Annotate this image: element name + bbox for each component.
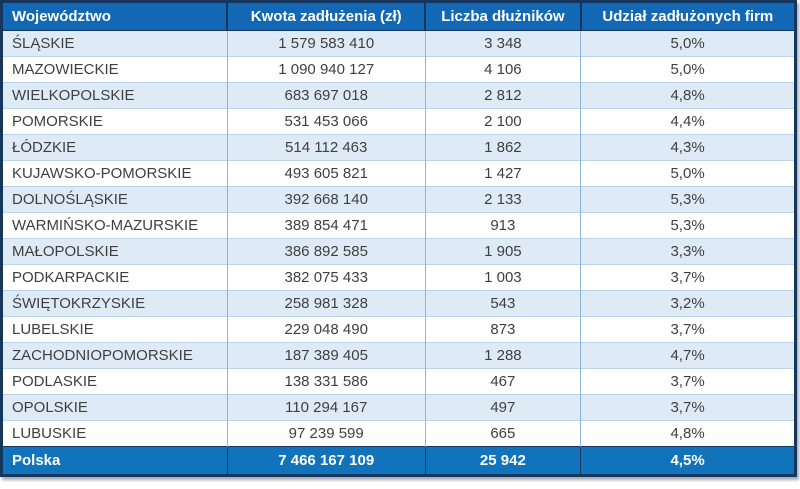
cell-udzial-zadluzonych: 5,0% — [580, 160, 796, 187]
cell-udzial-zadluzonych: 3,7% — [580, 394, 796, 421]
table-row: ŚLĄSKIE 1 579 583 410 3 348 5,0% — [1, 30, 796, 57]
cell-liczba-dluznikow: 1 427 — [424, 160, 581, 187]
table-row: DOLNOŚLĄSKIE 392 668 140 2 133 5,3% — [1, 186, 796, 213]
table-row: POMORSKIE 531 453 066 2 100 4,4% — [1, 108, 796, 135]
header-liczba-dluznikow: Liczba dłużników — [424, 1, 581, 31]
cell-udzial-zadluzonych: 4,3% — [580, 134, 796, 161]
cell-wojewodztwo: ŚWIĘTOKRZYSKIE — [1, 290, 228, 317]
cell-kwota-zadluzenia: 258 981 328 — [226, 290, 426, 317]
cell-udzial-zadluzonych: 5,0% — [580, 56, 796, 83]
cell-udzial-zadluzonych: 3,2% — [580, 290, 796, 317]
cell-udzial-zadluzonych: 3,3% — [580, 238, 796, 265]
cell-kwota-zadluzenia: 392 668 140 — [226, 186, 426, 213]
cell-wojewodztwo: ZACHODNIOPOMORSKIE — [1, 342, 228, 369]
table-row: MAŁOPOLSKIE 386 892 585 1 905 3,3% — [1, 238, 796, 265]
total-label: Polska — [1, 446, 228, 476]
header-udzial-zadluzonych-firm: Udział zadłużonych firm — [579, 1, 796, 31]
cell-kwota-zadluzenia: 229 048 490 — [226, 316, 426, 343]
cell-wojewodztwo: OPOLSKIE — [1, 394, 228, 421]
cell-liczba-dluznikow: 873 — [424, 316, 581, 343]
cell-wojewodztwo: ŁÓDZKIE — [1, 134, 228, 161]
table-row: ŁÓDZKIE 514 112 463 1 862 4,3% — [1, 134, 796, 161]
cell-kwota-zadluzenia: 382 075 433 — [226, 264, 426, 291]
cell-wojewodztwo: POMORSKIE — [1, 108, 228, 135]
cell-liczba-dluznikow: 467 — [424, 368, 581, 395]
table-row: ZACHODNIOPOMORSKIE 187 389 405 1 288 4,7% — [1, 342, 796, 369]
cell-kwota-zadluzenia: 1 579 583 410 — [226, 30, 426, 57]
cell-kwota-zadluzenia: 386 892 585 — [226, 238, 426, 265]
cell-liczba-dluznikow: 1 288 — [424, 342, 581, 369]
table-header: Województwo Kwota zadłużenia (zł) Liczba… — [1, 1, 796, 31]
cell-wojewodztwo: LUBELSKIE — [1, 316, 228, 343]
cell-udzial-zadluzonych: 5,3% — [580, 186, 796, 213]
cell-udzial-zadluzonych: 3,7% — [580, 264, 796, 291]
cell-udzial-zadluzonych: 3,7% — [580, 368, 796, 395]
table-row: PODKARPACKIE 382 075 433 1 003 3,7% — [1, 264, 796, 291]
total-kwota: 7 466 167 109 — [226, 446, 426, 476]
cell-kwota-zadluzenia: 97 239 599 — [226, 420, 426, 447]
table-row: LUBUSKIE 97 239 599 665 4,8% — [1, 420, 796, 447]
table-body: ŚLĄSKIE 1 579 583 410 3 348 5,0% MAZOWIECKIE… — [1, 30, 796, 447]
cell-liczba-dluznikow: 2 100 — [424, 108, 581, 135]
cell-liczba-dluznikow: 3 348 — [424, 30, 581, 57]
cell-udzial-zadluzonych: 3,7% — [580, 316, 796, 343]
cell-wojewodztwo: WIELKOPOLSKIE — [1, 82, 228, 109]
cell-liczba-dluznikow: 2 812 — [424, 82, 581, 109]
cell-udzial-zadluzonych: 4,8% — [580, 420, 796, 447]
header-kwota-zadluzenia: Kwota zadłużenia (zł) — [226, 1, 426, 31]
cell-wojewodztwo: LUBUSKIE — [1, 420, 228, 447]
cell-udzial-zadluzonych: 5,3% — [580, 212, 796, 239]
cell-kwota-zadluzenia: 514 112 463 — [226, 134, 426, 161]
cell-kwota-zadluzenia: 1 090 940 127 — [226, 56, 426, 83]
cell-wojewodztwo: WARMIŃSKO-MAZURSKIE — [1, 212, 228, 239]
cell-kwota-zadluzenia: 531 453 066 — [226, 108, 426, 135]
cell-liczba-dluznikow: 665 — [424, 420, 581, 447]
header-row: Województwo Kwota zadłużenia (zł) Liczba… — [1, 1, 796, 31]
cell-udzial-zadluzonych: 4,4% — [580, 108, 796, 135]
cell-wojewodztwo: DOLNOŚLĄSKIE — [1, 186, 228, 213]
table-row: LUBELSKIE 229 048 490 873 3,7% — [1, 316, 796, 343]
cell-liczba-dluznikow: 4 106 — [424, 56, 581, 83]
cell-kwota-zadluzenia: 389 854 471 — [226, 212, 426, 239]
cell-liczba-dluznikow: 1 862 — [424, 134, 581, 161]
cell-liczba-dluznikow: 2 133 — [424, 186, 581, 213]
table-row: OPOLSKIE 110 294 167 497 3,7% — [1, 394, 796, 421]
cell-liczba-dluznikow: 913 — [424, 212, 581, 239]
cell-wojewodztwo: ŚLĄSKIE — [1, 30, 228, 57]
cell-kwota-zadluzenia: 110 294 167 — [226, 394, 426, 421]
cell-liczba-dluznikow: 1 003 — [424, 264, 581, 291]
table-row: PODLASKIE 138 331 586 467 3,7% — [1, 368, 796, 395]
cell-kwota-zadluzenia: 138 331 586 — [226, 368, 426, 395]
table-row: WARMIŃSKO-MAZURSKIE 389 854 471 913 5,3% — [1, 212, 796, 239]
debt-table: Województwo Kwota zadłużenia (zł) Liczba… — [0, 0, 797, 477]
cell-wojewodztwo: KUJAWSKO-POMORSKIE — [1, 160, 228, 187]
total-liczba: 25 942 — [424, 446, 581, 476]
cell-kwota-zadluzenia: 493 605 821 — [226, 160, 426, 187]
table-row: WIELKOPOLSKIE 683 697 018 2 812 4,8% — [1, 82, 796, 109]
cell-wojewodztwo: PODKARPACKIE — [1, 264, 228, 291]
cell-wojewodztwo: MAŁOPOLSKIE — [1, 238, 228, 265]
cell-wojewodztwo: PODLASKIE — [1, 368, 228, 395]
header-wojewodztwo: Województwo — [1, 1, 228, 31]
cell-kwota-zadluzenia: 683 697 018 — [226, 82, 426, 109]
cell-liczba-dluznikow: 543 — [424, 290, 581, 317]
total-udzial: 4,5% — [580, 446, 796, 476]
table-footer: Polska 7 466 167 109 25 942 4,5% — [1, 446, 796, 476]
total-row: Polska 7 466 167 109 25 942 4,5% — [1, 446, 796, 476]
cell-wojewodztwo: MAZOWIECKIE — [1, 56, 228, 83]
table-row: KUJAWSKO-POMORSKIE 493 605 821 1 427 5,0% — [1, 160, 796, 187]
cell-udzial-zadluzonych: 5,0% — [580, 30, 796, 57]
cell-udzial-zadluzonych: 4,7% — [580, 342, 796, 369]
cell-udzial-zadluzonych: 4,8% — [580, 82, 796, 109]
cell-kwota-zadluzenia: 187 389 405 — [226, 342, 426, 369]
cell-liczba-dluznikow: 1 905 — [424, 238, 581, 265]
table-row: ŚWIĘTOKRZYSKIE 258 981 328 543 3,2% — [1, 290, 796, 317]
table-row: MAZOWIECKIE 1 090 940 127 4 106 5,0% — [1, 56, 796, 83]
cell-liczba-dluznikow: 497 — [424, 394, 581, 421]
